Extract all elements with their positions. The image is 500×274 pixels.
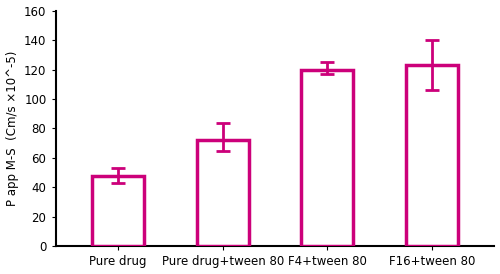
Bar xyxy=(92,176,144,246)
Y-axis label: P app M-S  (Cm/s ×10^-5): P app M-S (Cm/s ×10^-5) xyxy=(6,51,18,206)
Bar xyxy=(301,70,354,246)
Bar xyxy=(196,140,249,246)
Bar xyxy=(406,65,458,246)
